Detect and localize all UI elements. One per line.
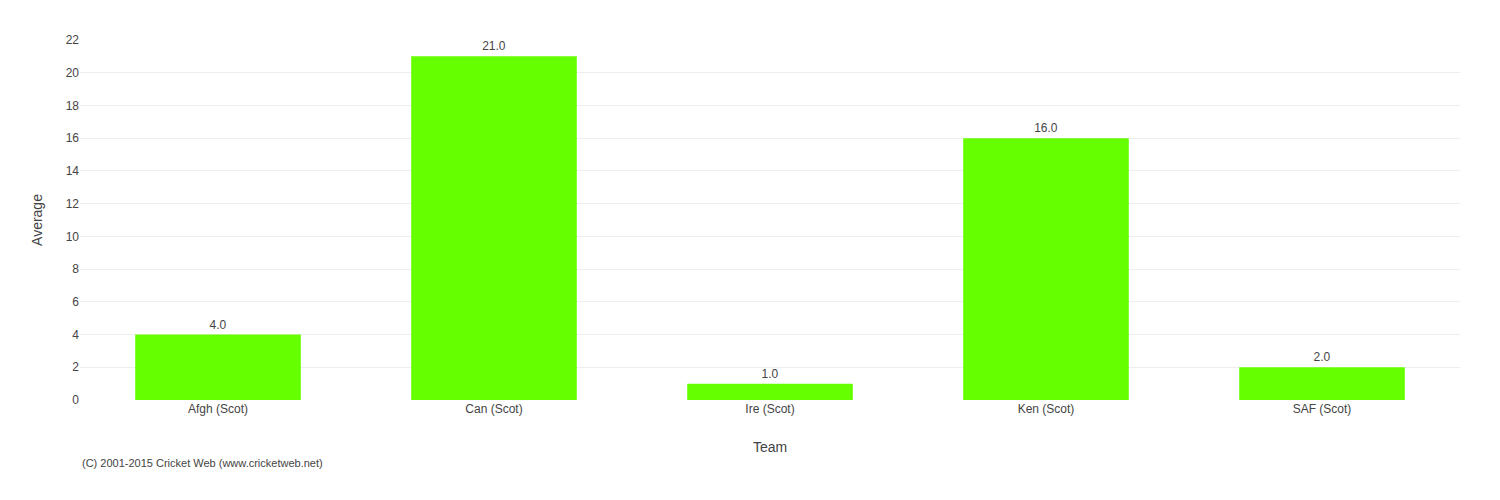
- svg-text:Afgh (Scot): Afgh (Scot): [188, 402, 248, 416]
- svg-text:Can (Scot): Can (Scot): [465, 402, 522, 416]
- svg-text:21.0: 21.0: [482, 39, 506, 53]
- svg-text:4: 4: [72, 328, 79, 342]
- svg-text:Ire (Scot): Ire (Scot): [745, 402, 794, 416]
- svg-text:(C) 2001-2015 Cricket Web (www: (C) 2001-2015 Cricket Web (www.cricketwe…: [82, 457, 323, 469]
- svg-text:2: 2: [72, 360, 79, 374]
- svg-text:Average: Average: [29, 194, 45, 246]
- svg-text:Ken (Scot): Ken (Scot): [1018, 402, 1075, 416]
- svg-text:SAF (Scot): SAF (Scot): [1293, 402, 1352, 416]
- svg-text:4.0: 4.0: [209, 318, 226, 332]
- svg-text:1.0: 1.0: [761, 367, 778, 381]
- svg-text:2.0: 2.0: [1313, 350, 1330, 364]
- svg-text:8: 8: [72, 262, 79, 276]
- svg-text:18: 18: [66, 99, 80, 113]
- svg-text:20: 20: [66, 66, 80, 80]
- svg-text:14: 14: [66, 164, 80, 178]
- svg-text:16: 16: [66, 131, 80, 145]
- svg-text:12: 12: [66, 197, 80, 211]
- svg-text:0: 0: [72, 393, 79, 407]
- svg-text:22: 22: [66, 33, 80, 47]
- svg-text:10: 10: [66, 230, 80, 244]
- svg-text:6: 6: [72, 295, 79, 309]
- svg-text:16.0: 16.0: [1034, 121, 1058, 135]
- svg-text:Team: Team: [753, 439, 787, 455]
